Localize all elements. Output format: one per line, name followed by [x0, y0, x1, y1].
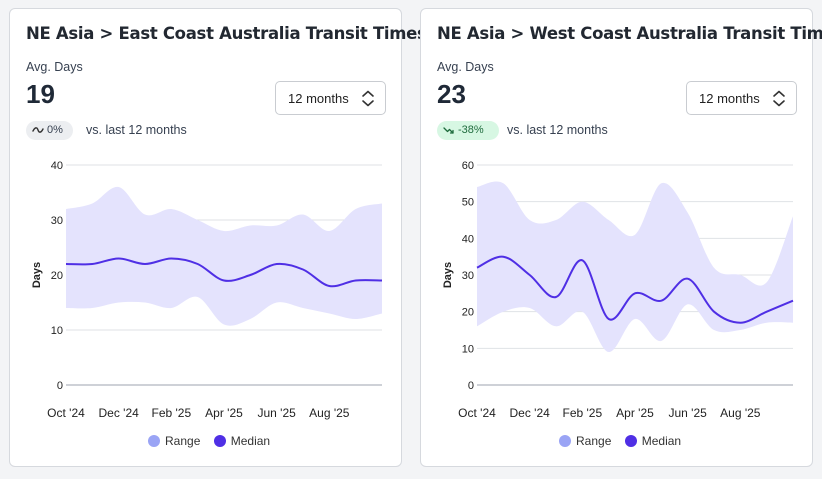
y-tick-label: 10 [51, 325, 63, 337]
chart-legend: Range Median [559, 434, 691, 448]
x-tick-label: Aug '25 [309, 406, 350, 420]
chart-legend: Range Median [148, 434, 280, 448]
x-tick-label: Oct '24 [458, 406, 496, 420]
x-tick-label: Dec '24 [510, 406, 551, 420]
metric-value: 23 [437, 79, 466, 109]
period-select[interactable]: 12 months [686, 81, 797, 115]
median-line [476, 255, 794, 324]
range-band [66, 186, 382, 326]
trend-badge: -38% [437, 121, 499, 140]
x-tick-label: Apr '25 [205, 406, 243, 420]
legend-item-range[interactable]: Range [148, 434, 200, 448]
y-tick-label: 10 [462, 343, 474, 355]
metric-value: 19 [26, 79, 55, 109]
y-axis-label: Days [442, 262, 454, 288]
transit-chart: 0 10 20 30 40 50 60 Days Oct '24 Dec '24 Feb '25 Ap… [442, 160, 794, 420]
trend-value: -38% [458, 124, 484, 136]
transit-chart: 0 10 20 30 40 Days Oct '24 Dec '24 Feb '25 Apr '2… [31, 160, 383, 420]
legend-label: Median [230, 434, 271, 448]
legend-item-median[interactable]: Median [624, 434, 682, 448]
x-tick-label: Jun '25 [258, 406, 297, 420]
legend-dot-range [559, 435, 571, 447]
comparison-text: vs. last 12 months [507, 123, 608, 137]
tilde-icon [32, 127, 44, 133]
legend-item-range[interactable]: Range [559, 434, 611, 448]
range-band [477, 181, 793, 353]
card-title: NE Asia > East Coast Australia Transit T… [26, 24, 427, 43]
comparison-text: vs. last 12 months [86, 123, 187, 137]
y-tick-label: 0 [468, 380, 474, 392]
y-tick-label: 30 [51, 215, 63, 227]
y-tick-label: 20 [462, 307, 474, 319]
x-tick-label: Dec '24 [99, 406, 140, 420]
chevron-updown-icon [362, 90, 374, 107]
y-tick-label: 60 [462, 160, 474, 172]
chevron-updown-icon [773, 90, 785, 107]
metric-label: Avg. Days [437, 60, 494, 74]
median-line [65, 257, 383, 288]
legend-dot-median [213, 435, 226, 447]
y-tick-label: 40 [51, 160, 63, 172]
legend-label: Range [165, 434, 201, 448]
x-tick-label: Feb '25 [563, 406, 603, 420]
x-tick-label: Feb '25 [152, 406, 192, 420]
x-tick-label: Oct '24 [47, 406, 85, 420]
period-select-value: 12 months [699, 91, 760, 106]
card-title: NE Asia > West Coast Australia Transit T… [437, 24, 822, 43]
period-select[interactable]: 12 months [275, 81, 386, 115]
trend-badge: 0% [26, 121, 73, 140]
trend-value: 0% [47, 124, 63, 136]
x-tick-label: Jun '25 [669, 406, 708, 420]
trend-down-icon [443, 126, 454, 134]
y-axis-label: Days [31, 262, 43, 288]
y-tick-label: 30 [462, 270, 474, 282]
y-tick-label: 20 [51, 270, 63, 282]
legend-dot-range [148, 435, 160, 447]
legend-dot-median [624, 435, 637, 447]
legend-label: Range [576, 434, 612, 448]
x-tick-label: Apr '25 [616, 406, 654, 420]
y-tick-label: 0 [57, 380, 63, 392]
metric-label: Avg. Days [26, 60, 83, 74]
transit-card-west: NE Asia > West Coast Australia Transit T… [420, 8, 822, 467]
period-select-value: 12 months [288, 91, 349, 106]
legend-label: Median [641, 434, 682, 448]
y-tick-label: 50 [462, 197, 474, 209]
x-tick-label: Aug '25 [720, 406, 761, 420]
legend-item-median[interactable]: Median [213, 434, 271, 448]
transit-card-east: NE Asia > East Coast Australia Transit T… [9, 8, 427, 467]
y-tick-label: 40 [462, 233, 474, 245]
